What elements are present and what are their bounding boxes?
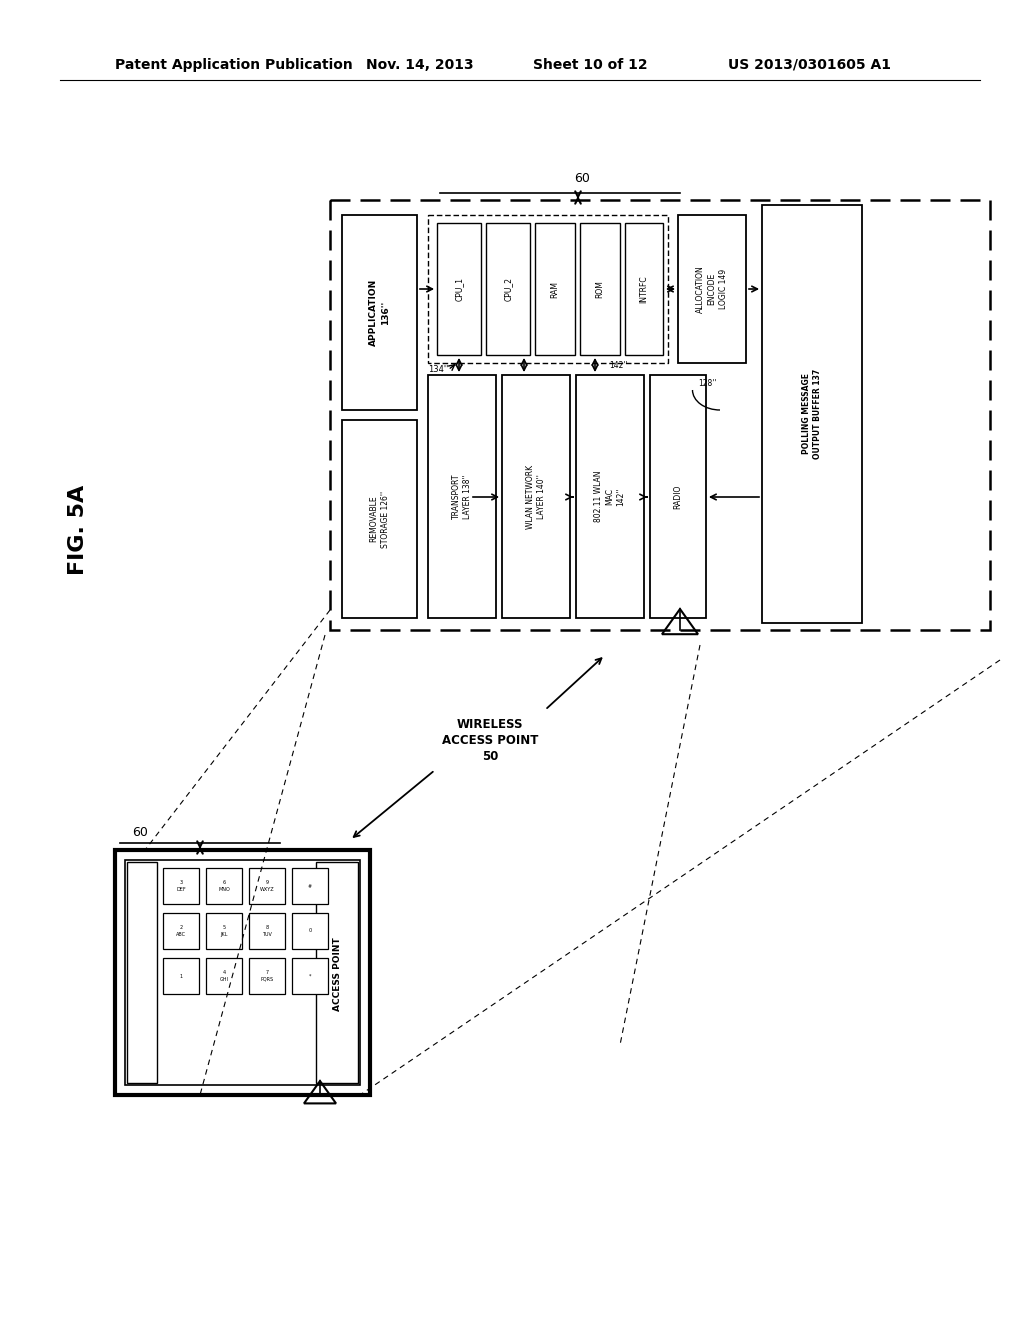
Text: WLAN NETWORK
LAYER 140'': WLAN NETWORK LAYER 140'' bbox=[526, 465, 546, 528]
Text: *: * bbox=[309, 974, 311, 978]
Text: 128'': 128'' bbox=[698, 379, 717, 388]
Text: ROM: ROM bbox=[596, 280, 604, 298]
Bar bbox=[163, 869, 199, 904]
Bar bbox=[125, 861, 360, 1085]
Bar bbox=[292, 913, 328, 949]
Text: Patent Application Publication: Patent Application Publication bbox=[115, 58, 352, 73]
Bar bbox=[292, 958, 328, 994]
Text: US 2013/0301605 A1: US 2013/0301605 A1 bbox=[728, 58, 892, 73]
Bar bbox=[163, 958, 199, 994]
Bar bbox=[249, 958, 285, 994]
Bar bbox=[330, 201, 990, 630]
Bar bbox=[316, 862, 358, 1082]
Text: POLLING MESSAGE
OUTPUT BUFFER 137: POLLING MESSAGE OUTPUT BUFFER 137 bbox=[802, 368, 822, 459]
Text: 1: 1 bbox=[179, 974, 182, 978]
Bar bbox=[625, 223, 663, 355]
Bar bbox=[535, 223, 575, 355]
Text: 5
JKL: 5 JKL bbox=[220, 925, 227, 937]
Bar bbox=[437, 223, 481, 355]
Text: RAM: RAM bbox=[551, 281, 559, 297]
Bar bbox=[292, 869, 328, 904]
Text: 134'': 134'' bbox=[428, 366, 449, 375]
Bar bbox=[486, 223, 530, 355]
Text: #: # bbox=[308, 883, 312, 888]
Text: 9
WXYZ: 9 WXYZ bbox=[260, 880, 274, 891]
Bar bbox=[115, 850, 370, 1096]
Text: WIRELESS
ACCESS POINT
50: WIRELESS ACCESS POINT 50 bbox=[441, 718, 539, 763]
Text: INTRFC: INTRFC bbox=[640, 275, 648, 302]
Text: RADIO: RADIO bbox=[674, 484, 683, 508]
Text: 0: 0 bbox=[308, 928, 311, 933]
Bar bbox=[206, 913, 242, 949]
Text: CPU_2: CPU_2 bbox=[504, 277, 512, 301]
Bar bbox=[249, 869, 285, 904]
Text: FIG. 5A: FIG. 5A bbox=[68, 484, 88, 576]
Bar bbox=[502, 375, 570, 618]
Text: 142'': 142'' bbox=[609, 360, 628, 370]
Text: 8
TUV: 8 TUV bbox=[262, 925, 272, 937]
Text: CPU_1: CPU_1 bbox=[455, 277, 464, 301]
Bar bbox=[678, 215, 746, 363]
Text: 802.11 WLAN
MAC
142'': 802.11 WLAN MAC 142'' bbox=[594, 471, 626, 523]
Text: 7
PQRS: 7 PQRS bbox=[260, 970, 273, 982]
Bar bbox=[163, 913, 199, 949]
Bar bbox=[428, 375, 496, 618]
Text: REMOVABLE
STORAGE 126'': REMOVABLE STORAGE 126'' bbox=[370, 491, 389, 548]
Bar bbox=[428, 215, 668, 363]
Bar bbox=[206, 869, 242, 904]
Bar bbox=[762, 205, 862, 623]
Text: 6
MNO: 6 MNO bbox=[218, 880, 229, 891]
Bar bbox=[206, 958, 242, 994]
Bar bbox=[342, 420, 417, 618]
Bar bbox=[650, 375, 706, 618]
Text: 2
ABC: 2 ABC bbox=[176, 925, 186, 937]
Bar bbox=[127, 862, 157, 1082]
Text: 60: 60 bbox=[132, 825, 147, 838]
Text: 3
DEF: 3 DEF bbox=[176, 880, 185, 891]
Text: 4
GHI: 4 GHI bbox=[219, 970, 228, 982]
Text: Sheet 10 of 12: Sheet 10 of 12 bbox=[532, 58, 647, 73]
Text: ACCESS POINT: ACCESS POINT bbox=[333, 937, 341, 1011]
Bar bbox=[249, 913, 285, 949]
Text: ALLOCATION
ENCODE
LOGIC 149: ALLOCATION ENCODE LOGIC 149 bbox=[696, 265, 728, 313]
Text: 60: 60 bbox=[574, 172, 590, 185]
Text: APPLICATION
136'': APPLICATION 136'' bbox=[370, 279, 389, 346]
Text: Nov. 14, 2013: Nov. 14, 2013 bbox=[367, 58, 474, 73]
Bar bbox=[575, 375, 644, 618]
Text: TRANSPORT
LAYER 138'': TRANSPORT LAYER 138'' bbox=[452, 474, 472, 519]
Bar bbox=[580, 223, 620, 355]
Bar bbox=[342, 215, 417, 411]
